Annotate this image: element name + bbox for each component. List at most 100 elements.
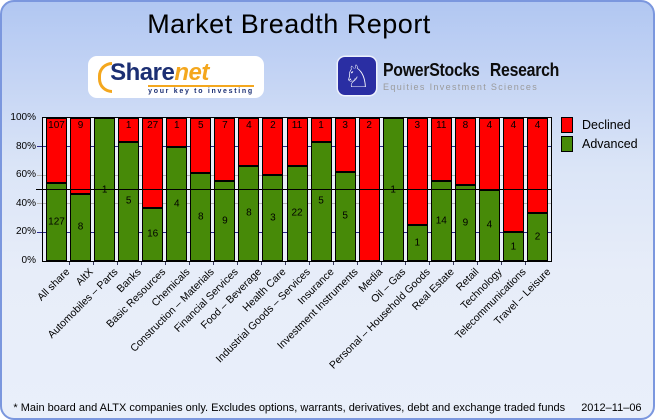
declined-segment: 3 <box>334 118 356 172</box>
advanced-count-label: 9 <box>222 215 228 227</box>
x-axis-tick <box>381 262 383 265</box>
declined-segment: 9 <box>70 118 92 194</box>
declined-count-label: 11 <box>291 120 303 131</box>
powerstocks-name: PowerStocks Research <box>383 59 560 80</box>
declined-count-label: 3 <box>414 120 421 131</box>
powerstocks-tagline: Equities Investment Sciences <box>383 81 539 93</box>
x-axis-tick <box>501 262 503 265</box>
advanced-count-label: 4 <box>173 198 180 210</box>
advanced-segment: 1 <box>382 118 404 261</box>
x-axis-tick <box>357 262 359 265</box>
advanced-count-label: 2 <box>534 231 541 243</box>
x-axis-tick <box>284 262 286 265</box>
fifty-percent-reference-line <box>36 188 551 190</box>
bar-automobiles-parts: 1 <box>94 118 116 261</box>
declined-segment: 107 <box>46 118 67 184</box>
advanced-count-label: 5 <box>318 195 324 207</box>
advanced-count-label: 8 <box>198 211 204 223</box>
declined-count-label: 9 <box>77 120 84 131</box>
advanced-count-label: 9 <box>462 217 469 229</box>
x-axis-tick <box>453 262 455 265</box>
advanced-count-label: 8 <box>246 207 252 219</box>
y-axis-tick <box>37 231 42 233</box>
advanced-count-label: 3 <box>270 212 276 224</box>
advanced-segment: 8 <box>190 173 212 261</box>
advanced-segment: 2 <box>527 213 548 261</box>
y-axis-label-20: 20% <box>15 226 36 238</box>
declined-count-label: 4 <box>534 120 541 131</box>
legend-label-advanced: Advanced <box>582 136 638 151</box>
declined-count-label: 1 <box>318 120 324 131</box>
footer-note: * Main board and ALTX companies only. Ex… <box>13 402 566 414</box>
x-axis-tick <box>405 262 407 265</box>
x-axis-tick <box>525 262 527 265</box>
declined-segment: 3 <box>406 118 428 226</box>
advanced-segment: 1 <box>406 225 428 261</box>
advanced-segment: 9 <box>214 180 236 261</box>
x-axis-tick <box>429 262 431 265</box>
advanced-count-label: 5 <box>125 195 132 207</box>
legend-label-declined: Declined <box>582 117 631 132</box>
declined-segment: 4 <box>502 118 524 233</box>
bar-media: 2 <box>358 118 380 261</box>
declined-count-label: 2 <box>270 120 276 131</box>
advanced-count-label: 1 <box>390 184 396 195</box>
declined-segment: 1 <box>118 118 140 142</box>
declined-count-label: 1 <box>173 120 180 131</box>
bar-basic-resources: 27 16 <box>142 118 164 261</box>
advanced-count-label: 1 <box>510 241 517 253</box>
footer: * Main board and ALTX companies only. Ex… <box>2 402 653 414</box>
y-axis-label-40: 40% <box>15 197 36 209</box>
declined-swatch <box>561 116 573 133</box>
advanced-count-label: 5 <box>342 210 348 222</box>
y-axis-tick <box>37 203 42 205</box>
bar-oil-gas: 1 <box>382 118 404 261</box>
declined-segment: 11 <box>430 118 452 181</box>
sharenet-word-accent: net <box>174 59 209 86</box>
declined-segment: 7 <box>214 118 236 181</box>
x-axis-tick <box>140 262 142 265</box>
footer-date: 2012–11–06 <box>581 402 642 414</box>
declined-segment: 1 <box>310 118 332 142</box>
y-axis-tick <box>37 146 42 148</box>
advanced-count-label: 1 <box>414 237 421 249</box>
advanced-segment: 5 <box>118 141 140 261</box>
advanced-segment: 4 <box>166 146 188 261</box>
declined-count-label: 1 <box>125 120 132 131</box>
declined-segment: 4 <box>238 118 260 166</box>
declined-segment: 5 <box>190 118 212 173</box>
powerstocks-logo: ♘ PowerStocks Research Equities Investme… <box>338 57 583 95</box>
x-axis-label-all-share: All share <box>34 266 72 304</box>
advanced-segment: 8 <box>238 165 260 261</box>
declined-count-label: 4 <box>510 120 517 131</box>
declined-segment: 1 <box>166 118 188 147</box>
x-axis-tick <box>188 262 190 265</box>
advanced-segment: 14 <box>430 180 452 261</box>
advanced-segment: 8 <box>70 193 92 261</box>
x-axis-tick <box>260 262 262 265</box>
advanced-count-label: 127 <box>48 216 65 228</box>
sharenet-logo: Sharenet your key to investing <box>88 56 264 98</box>
powerstocks-text: PowerStocks Research Equities Investment… <box>383 60 583 93</box>
advanced-segment: 5 <box>310 141 332 261</box>
advanced-segment: 16 <box>142 207 164 261</box>
chess-knight-icon: ♘ <box>338 57 376 95</box>
x-axis-tick <box>309 262 311 265</box>
declined-count-label: 4 <box>486 120 493 131</box>
sharenet-logo-inner: Sharenet your key to investing <box>98 59 254 95</box>
x-axis-tick <box>92 262 94 265</box>
sharenet-word-main: Share <box>110 59 175 86</box>
declined-segment: 11 <box>286 118 308 166</box>
page-title: Market Breadth Report <box>147 9 431 39</box>
